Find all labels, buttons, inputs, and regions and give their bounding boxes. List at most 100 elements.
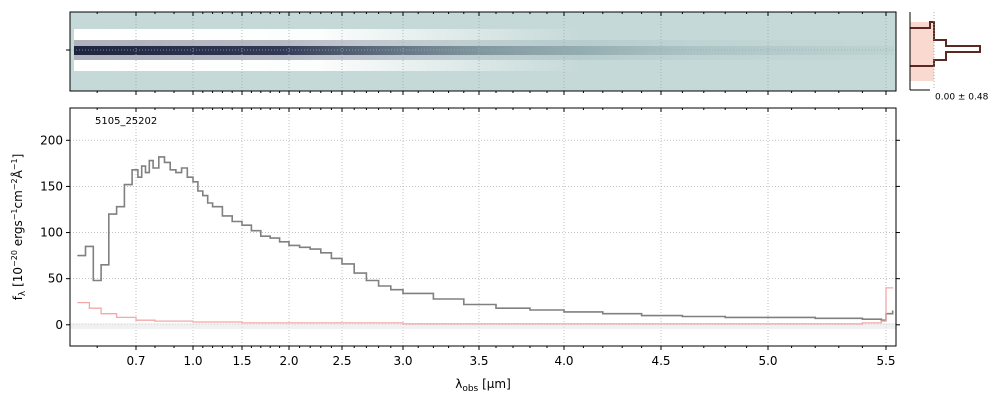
flux-point xyxy=(269,237,271,239)
flux-point xyxy=(100,264,102,266)
y-tick-label: 100 xyxy=(40,226,63,240)
y-tick-label: 150 xyxy=(40,179,63,193)
flux-point xyxy=(814,317,816,319)
error-point xyxy=(154,320,156,322)
flux-point xyxy=(186,176,188,178)
flux-point xyxy=(309,248,311,250)
x-tick-label: 2.0 xyxy=(279,354,298,368)
flux-point xyxy=(144,172,147,174)
flux-point xyxy=(77,255,79,257)
x-tick-label: 5.5 xyxy=(876,354,895,368)
spectrum-2d-panel xyxy=(66,11,897,95)
flux-point xyxy=(724,316,726,318)
flux-point xyxy=(141,165,143,167)
flux-point xyxy=(320,252,322,254)
x-tick-label: 5.0 xyxy=(758,354,777,368)
flux-point xyxy=(231,220,233,223)
flux-series-line xyxy=(77,156,894,321)
flux-point xyxy=(681,315,684,318)
flux-point xyxy=(432,298,434,300)
flux-point xyxy=(279,241,281,243)
x-tick-label: 1.5 xyxy=(232,354,251,368)
spectrum-id-label: 5105_25202 xyxy=(95,116,157,127)
error-series-line xyxy=(77,287,893,325)
flux-point xyxy=(563,311,565,313)
flux-point xyxy=(221,215,223,217)
series-layer xyxy=(77,156,894,325)
zero-band xyxy=(70,323,896,329)
flux-point xyxy=(330,257,332,259)
flux-point xyxy=(892,310,894,312)
flux-point xyxy=(767,316,769,318)
flux-point xyxy=(241,224,243,226)
error-point xyxy=(892,287,894,289)
y-axis-label: fλ [10−20 ergs−1cm−2Å−1] xyxy=(10,154,28,301)
error-point xyxy=(192,321,194,323)
y-tick-label: 200 xyxy=(40,133,63,147)
plot-grid xyxy=(70,108,896,346)
x-axis-label: λobs [μm] xyxy=(455,377,511,394)
x-tick-label: 4.5 xyxy=(651,354,670,368)
flux-point xyxy=(131,169,133,171)
x-tick-label: 2.5 xyxy=(332,354,351,368)
flux-point xyxy=(202,195,204,197)
error-point xyxy=(241,322,243,324)
flux-point xyxy=(152,167,154,169)
x-tick-label: 1.0 xyxy=(183,354,202,368)
flux-point xyxy=(108,213,110,215)
flux-point xyxy=(175,172,177,174)
flux-point xyxy=(197,190,199,192)
error-point xyxy=(861,322,864,324)
flux-point xyxy=(148,160,150,162)
error-point xyxy=(288,322,290,324)
y-tick-label: 0 xyxy=(55,318,63,332)
y-tick-label: 50 xyxy=(48,272,63,286)
flux-point xyxy=(495,307,497,309)
spectrum-2d-frame xyxy=(69,11,897,92)
flux-point xyxy=(181,167,183,169)
flux-point xyxy=(212,206,214,208)
profile-panel: 0.00 ± 0.48 xyxy=(909,12,989,103)
flux-point xyxy=(116,206,118,208)
flux-point xyxy=(341,263,343,265)
flux-point xyxy=(123,184,125,186)
spectrum-2d-xticks xyxy=(96,12,887,95)
flux-point xyxy=(641,315,643,317)
profile-label: 0.00 ± 0.48 xyxy=(935,93,989,103)
error-point xyxy=(767,323,769,325)
profile-line xyxy=(910,21,981,67)
plot-frame xyxy=(69,107,897,347)
flux-point xyxy=(299,246,301,248)
flux-point xyxy=(137,176,139,178)
flux-point xyxy=(390,289,392,291)
flux-point xyxy=(260,235,262,237)
spectrum-1d-panel: 0.7 1.0 1.5 2.0 2.5 3.0 3.5 4.0 4.5 5.0 5.5 0 50 100… xyxy=(10,107,900,394)
flux-point xyxy=(158,156,160,158)
flux-point xyxy=(250,230,252,232)
x-tick-label: 3.0 xyxy=(393,354,412,368)
flux-point xyxy=(529,309,531,311)
flux-point xyxy=(378,285,380,287)
flux-point xyxy=(92,279,94,282)
flux-point xyxy=(288,244,290,246)
flux-point xyxy=(402,292,404,294)
flux-point xyxy=(163,161,166,163)
flux-point xyxy=(463,303,465,306)
plot-area xyxy=(70,108,896,346)
flux-point xyxy=(169,169,171,171)
error-point xyxy=(100,313,102,315)
error-point xyxy=(135,319,137,321)
error-point xyxy=(563,323,565,325)
flux-point xyxy=(207,202,209,204)
error-point xyxy=(402,323,404,325)
y-axis-ticks: 0 50 100 150 200 xyxy=(40,133,900,332)
x-tick-label: 0.7 xyxy=(126,354,145,368)
error-point xyxy=(77,302,79,304)
error-point xyxy=(880,320,882,322)
error-point xyxy=(885,287,887,289)
profile-fill xyxy=(910,22,934,81)
flux-point xyxy=(861,318,864,320)
flux-point xyxy=(602,313,604,315)
error-point xyxy=(116,316,118,318)
